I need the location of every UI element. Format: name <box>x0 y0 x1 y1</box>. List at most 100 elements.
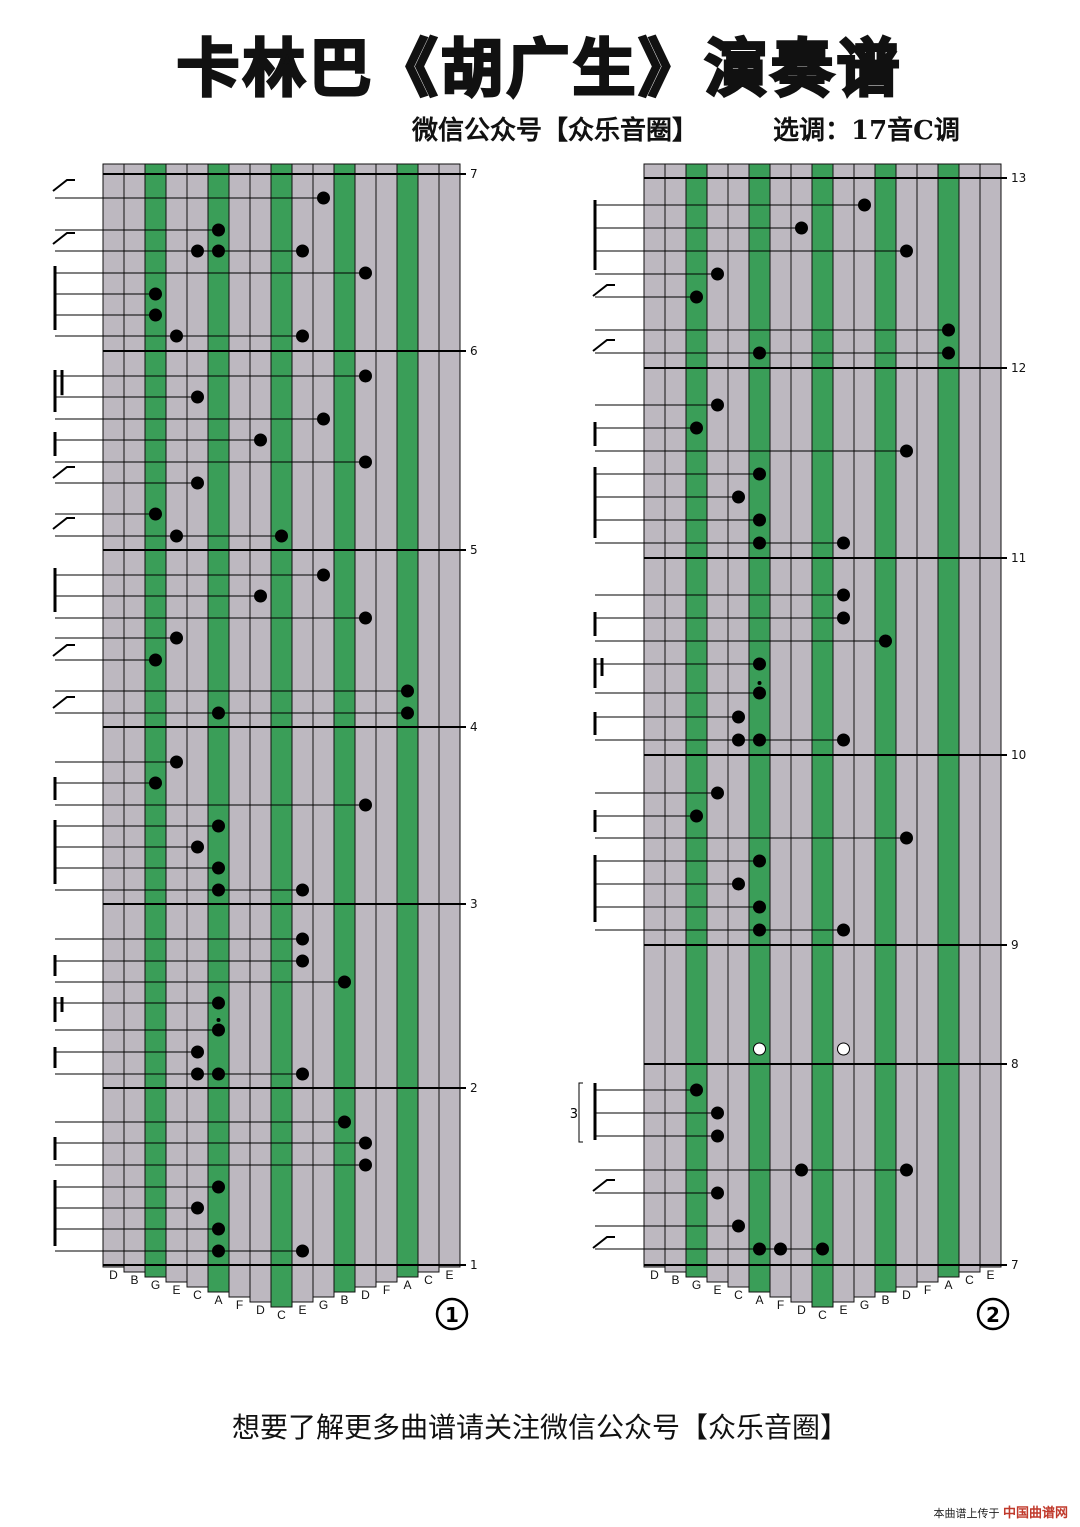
note <box>296 1067 309 1081</box>
note <box>837 611 850 625</box>
note <box>191 390 204 404</box>
tine-label: E <box>172 1283 180 1297</box>
dot-mark <box>216 1018 221 1022</box>
watermark-site: 中国曲谱网 <box>1002 1506 1068 1521</box>
tine-label: A <box>755 1293 763 1307</box>
note <box>942 346 955 360</box>
note <box>212 1244 225 1258</box>
note <box>711 398 724 412</box>
note <box>690 290 703 304</box>
tine-C <box>270 163 293 1308</box>
measure-number: 7 <box>1011 1258 1019 1272</box>
tine-C <box>727 163 750 1288</box>
note <box>711 1106 724 1120</box>
tine-D <box>102 163 125 1268</box>
note <box>359 1136 372 1150</box>
slide-mark <box>592 1179 615 1192</box>
note <box>296 329 309 343</box>
tine-label: F <box>383 1283 390 1297</box>
note <box>900 244 913 258</box>
footer-text: 想要了解更多曲谱请关注微信公众号【众乐音圈】 <box>231 1411 848 1444</box>
tine-label: G <box>151 1278 160 1292</box>
tine-label: E <box>713 1283 721 1297</box>
tine-E <box>438 163 461 1268</box>
note <box>837 923 850 937</box>
tine-C <box>811 163 834 1308</box>
measure-number: 5 <box>470 543 478 557</box>
tine-E <box>832 163 855 1303</box>
tine-F <box>916 163 939 1283</box>
note <box>900 831 913 845</box>
tine-label: C <box>193 1288 202 1302</box>
note <box>732 490 745 504</box>
open-note <box>753 1042 766 1056</box>
note <box>690 421 703 435</box>
tine-label: G <box>319 1298 328 1312</box>
note <box>254 433 267 447</box>
measure-number: 6 <box>470 344 478 358</box>
measure-number: 7 <box>470 167 478 181</box>
note <box>296 954 309 968</box>
tine-D <box>354 163 377 1288</box>
slide-mark <box>592 339 615 352</box>
note <box>753 657 766 671</box>
note <box>317 568 330 582</box>
tine-label: F <box>924 1283 931 1297</box>
tine-C <box>186 163 209 1288</box>
tine-G <box>853 163 876 1298</box>
tine-label: A <box>403 1278 411 1292</box>
note <box>275 529 288 543</box>
tine-D <box>895 163 918 1288</box>
note <box>795 221 808 235</box>
measure-number: 8 <box>1011 1057 1019 1071</box>
tine-A <box>396 163 419 1278</box>
tine-label: C <box>965 1273 974 1287</box>
tine-label: A <box>944 1278 952 1292</box>
note <box>212 861 225 875</box>
note <box>795 1163 808 1177</box>
note <box>711 1129 724 1143</box>
note <box>191 1067 204 1081</box>
tine-G <box>312 163 335 1298</box>
note <box>879 634 892 648</box>
note <box>774 1242 787 1256</box>
measure-number: 13 <box>1011 171 1026 185</box>
note <box>732 1219 745 1233</box>
slide-mark <box>52 179 75 192</box>
tine-D <box>249 163 272 1303</box>
note <box>900 1163 913 1177</box>
tine-E <box>979 163 1002 1268</box>
note <box>149 308 162 322</box>
note <box>149 287 162 301</box>
note <box>212 819 225 833</box>
note <box>837 536 850 550</box>
note <box>732 877 745 891</box>
tine-label: B <box>130 1273 138 1287</box>
note <box>690 809 703 823</box>
note <box>858 198 871 212</box>
measure-number: 12 <box>1011 361 1026 375</box>
note <box>837 588 850 602</box>
note <box>191 1045 204 1059</box>
tine-label: D <box>797 1303 806 1317</box>
tine-label: C <box>424 1273 433 1287</box>
note <box>816 1242 829 1256</box>
note <box>170 755 183 769</box>
tine-F <box>228 163 251 1298</box>
tine-label: D <box>256 1303 265 1317</box>
note <box>753 1242 766 1256</box>
note <box>711 786 724 800</box>
measure-number: 4 <box>470 720 478 734</box>
measure-number: 3 <box>470 897 478 911</box>
tine-label: F <box>236 1298 243 1312</box>
slide-mark <box>52 644 75 657</box>
tine-label: G <box>860 1298 869 1312</box>
note <box>212 1067 225 1081</box>
tine-label: B <box>881 1293 889 1307</box>
tine-G <box>685 163 708 1278</box>
slide-mark <box>52 466 75 479</box>
measure-number: 1 <box>470 1258 478 1272</box>
slide-mark <box>52 517 75 530</box>
